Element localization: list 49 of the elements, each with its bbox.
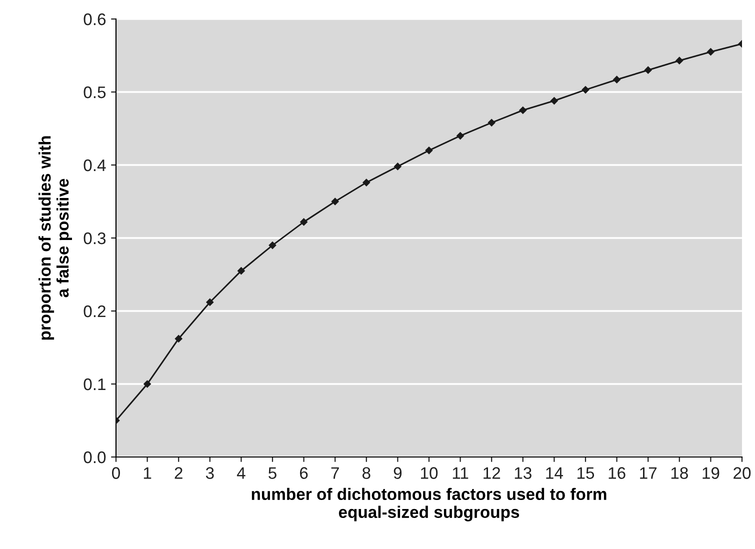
x-tick-label: 15	[578, 467, 594, 479]
point	[488, 119, 496, 126]
point	[206, 298, 214, 306]
point	[456, 132, 464, 140]
y-tick-label: 0.1	[84, 378, 106, 390]
point	[238, 267, 245, 274]
x-tick-label: 13	[514, 467, 532, 479]
x-tick-label: 6	[300, 467, 308, 479]
point	[550, 97, 558, 104]
x-tick-label: 5	[268, 467, 276, 479]
x-tick-label: 9	[394, 467, 402, 479]
x-tick-label: 19	[702, 467, 720, 479]
point	[613, 76, 620, 84]
point	[644, 66, 652, 74]
point	[144, 380, 151, 388]
point	[425, 146, 433, 154]
point	[331, 198, 339, 206]
point	[519, 106, 527, 114]
point	[582, 86, 590, 94]
y-tick-label: 0.5	[84, 86, 106, 98]
x-tick-label: 3	[206, 467, 214, 479]
x-tick-label: 16	[608, 467, 626, 479]
point	[268, 242, 276, 249]
x-tick-label: 18	[671, 467, 688, 479]
x-tick-label: 2	[174, 467, 182, 479]
x-axis-title: number of dichotomous factors used to form equal-sized subgroups	[252, 488, 606, 522]
x-tick-label: 20	[734, 467, 751, 479]
x-tick-label: 0	[112, 467, 120, 479]
point	[707, 48, 714, 56]
point	[362, 178, 370, 186]
point	[300, 218, 308, 226]
x-tick-label: 1	[144, 467, 152, 479]
x-tick-label: 8	[362, 467, 370, 479]
y-tick-label: 0.4	[84, 159, 106, 172]
point	[394, 162, 402, 170]
y-tick-label: 0.2	[84, 305, 106, 318]
x-tick-label: 10	[421, 467, 438, 479]
x-tick-label: 12	[484, 467, 500, 479]
point	[676, 56, 684, 64]
y-tick-label: 0.6	[84, 13, 106, 26]
y-tick-label: 0.0	[84, 451, 106, 464]
x-tick-label: 11	[452, 467, 468, 479]
point	[174, 335, 182, 342]
x-tick-label: 14	[546, 467, 563, 479]
y-tick-label: 0.3	[84, 232, 106, 244]
x-tick-label: 4	[236, 467, 246, 479]
y-axis-title: proportion of studies with a false positive	[38, 136, 72, 340]
x-tick-label: 7	[331, 467, 339, 479]
x-tick-label: 17	[640, 467, 657, 479]
